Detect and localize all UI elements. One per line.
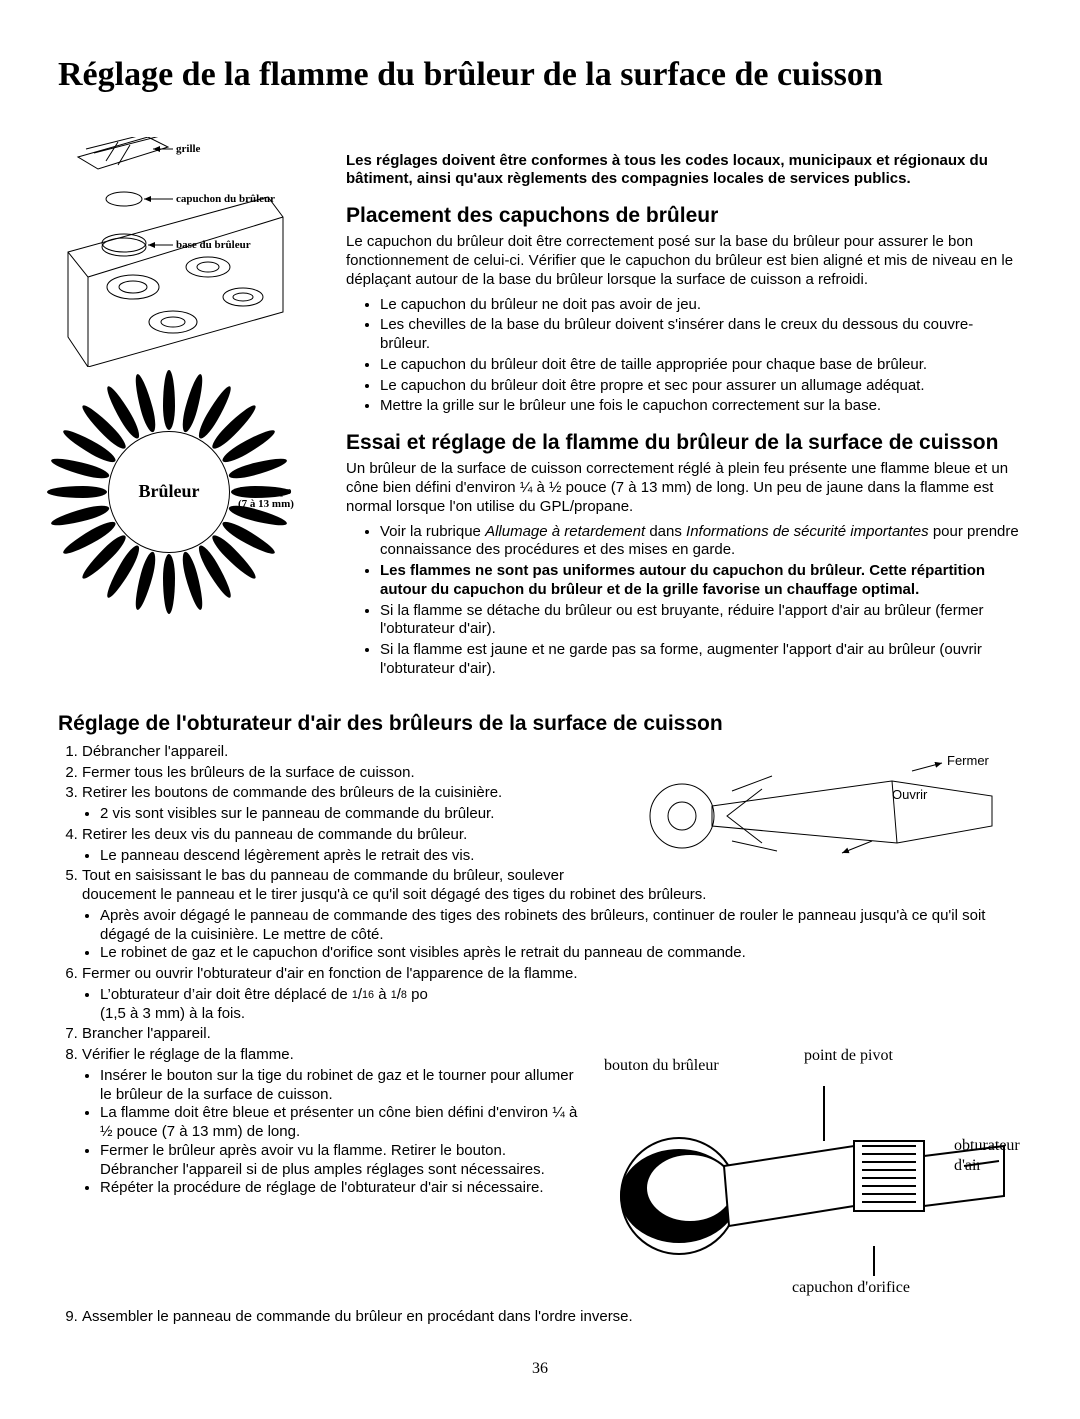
intro-paragraph: Les réglages doivent être conformes à to…: [346, 152, 1022, 190]
sec2-bullet: Les flammes ne sont pas uniformes autour…: [380, 562, 1022, 600]
sec2-bullet: Si la flamme se détache du brûleur ou es…: [380, 602, 1022, 640]
label-grille: grille: [176, 143, 200, 157]
label-pivot: point de pivot: [804, 1046, 893, 1066]
sec1-para: Le capuchon du brûleur doit être correct…: [346, 233, 1022, 289]
sec3-step: Vérifier le réglage de la flamme.Insérer…: [82, 1046, 1022, 1306]
sec3-step: Fermer ou ouvrir l'obturateur d'air en f…: [82, 965, 1022, 1023]
figure-shutter: Fermer Ouvrir: [612, 741, 1022, 861]
heading-obturateur: Réglage de l'obturateur d'air des brûleu…: [58, 711, 1022, 737]
label-bouton: bouton du brûleur: [604, 1056, 719, 1076]
sec3-step: Tout en saisissant le bas du panneau de …: [82, 867, 1022, 963]
label-base: base du brûleur: [176, 239, 251, 253]
sec2-bullet: Si la flamme est jaune et ne garde pas s…: [380, 641, 1022, 679]
sec1-bullet: Le capuchon du brûleur doit être propre …: [380, 377, 1022, 396]
figure-cooktop: grille capuchon du brûleur base du brûle…: [58, 137, 308, 367]
flame-petal: [231, 486, 291, 498]
sec2-bullet: Voir la rubrique Allumage à retardement …: [380, 523, 1022, 561]
text-column: Les réglages doivent être conformes à to…: [346, 137, 1022, 693]
heading-placement: Placement des capuchons de brûleur: [346, 203, 1022, 229]
sec1-bullet: Le capuchon du brûleur ne doit pas avoir…: [380, 296, 1022, 315]
sec1-bullet: Le capuchon du brûleur doit être de tail…: [380, 356, 1022, 375]
sec3-substep: L’obturateur d’air doit être déplacé de …: [100, 986, 1022, 1024]
sec3-substep: Répéter la procédure de réglage de l'obt…: [100, 1179, 582, 1198]
sec1-bullet: Les chevilles de la base du brûleur doiv…: [380, 316, 1022, 354]
sec1-bullet: Mettre la grille sur le brûleur une fois…: [380, 397, 1022, 416]
heading-essai: Essai et réglage de la flamme du brûleur…: [346, 430, 1022, 456]
page-title: Réglage de la flamme du brûleur de la su…: [58, 54, 1022, 97]
sec2-bullets: Voir la rubrique Allumage à retardement …: [346, 523, 1022, 679]
sec3-step: Assembler le panneau de commande du brûl…: [82, 1308, 1022, 1327]
sec2-para: Un brûleur de la surface de cuisson corr…: [346, 460, 1022, 516]
label-capuchon: capuchon du brûleur: [176, 193, 275, 207]
label-obturateur: obturateur d'air: [954, 1136, 1034, 1176]
upper-columns: grille capuchon du brûleur base du brûle…: [58, 137, 1022, 693]
sec3-substep: Après avoir dégagé le panneau de command…: [100, 907, 1022, 945]
flame-petal: [163, 370, 175, 430]
page-number: 36: [58, 1359, 1022, 1379]
flame-center-label: Brûleur: [108, 431, 230, 553]
figure-flame: Brûleur 1/4 à 1/2 po (7 à 13 mm): [58, 377, 318, 607]
figure-column: grille capuchon du brûleur base du brûle…: [58, 137, 318, 693]
flame-petal: [163, 554, 175, 614]
flame-petal: [47, 486, 107, 498]
sec3-substep: Le robinet de gaz et le capuchon d'orifi…: [100, 944, 1022, 963]
label-ouvrir: Ouvrir: [892, 787, 927, 803]
sec1-bullets: Le capuchon du brûleur ne doit pas avoir…: [346, 296, 1022, 417]
label-orifice: capuchon d'orifice: [792, 1278, 910, 1298]
sec3-substep: Fermer le brûleur après avoir vu la flam…: [100, 1142, 582, 1180]
label-fermer: Fermer: [947, 753, 989, 769]
sec3-substep: La flamme doit être bleue et présenter u…: [100, 1104, 582, 1142]
sec3-substep: Insérer le bouton sur la tige du robinet…: [100, 1067, 582, 1105]
figure-valve: bouton du brûleur point de pivot obturateu…: [604, 1046, 1034, 1306]
sec3-step: Brancher l'appareil.: [82, 1025, 1022, 1044]
